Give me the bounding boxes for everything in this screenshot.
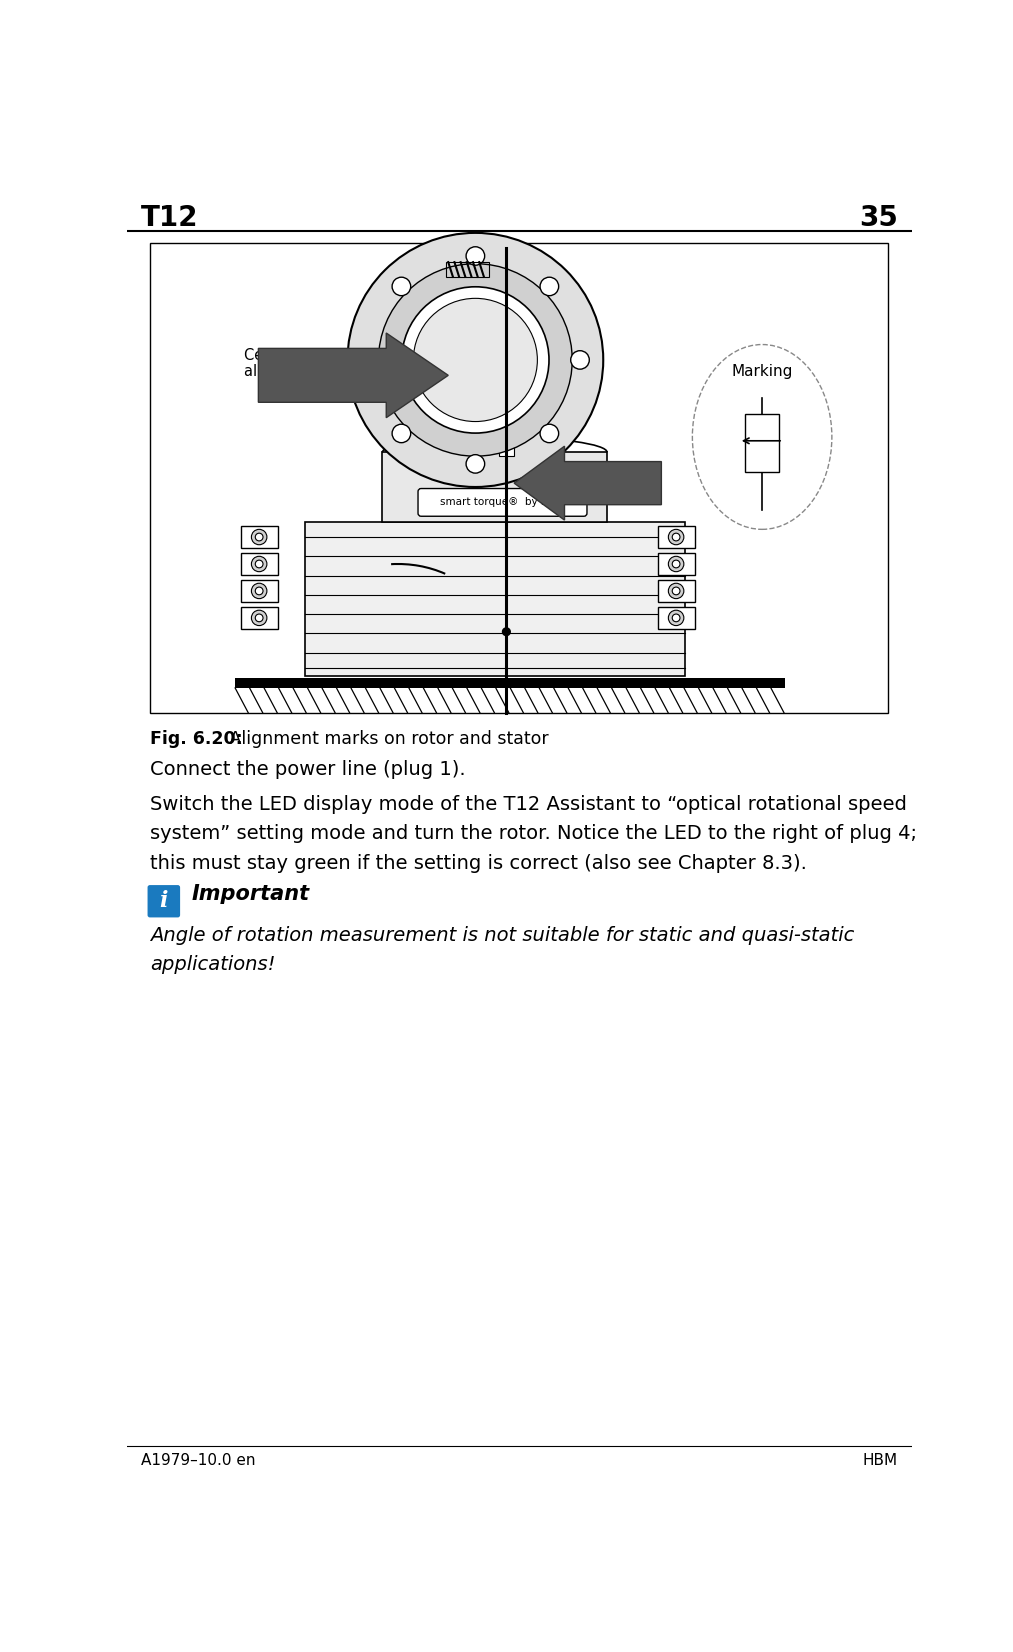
Circle shape (466, 246, 484, 266)
Text: Marking: Marking (731, 363, 793, 378)
Bar (240, 608, 278, 629)
Bar (446, 263, 488, 278)
Bar (382, 453, 607, 522)
Circle shape (540, 425, 558, 443)
Bar (657, 553, 695, 575)
Circle shape (673, 560, 680, 568)
Circle shape (379, 264, 572, 456)
Text: Switch the LED display mode of the T12 Assistant to “optical rotational speed: Switch the LED display mode of the T12 A… (150, 795, 907, 814)
Circle shape (669, 610, 684, 626)
Text: T12: T12 (141, 205, 199, 233)
Polygon shape (258, 334, 448, 418)
Bar (240, 553, 278, 575)
Text: this must stay green if the setting is correct (also see Chapter 8.3).: this must stay green if the setting is c… (150, 854, 806, 872)
Circle shape (502, 628, 511, 636)
Bar (657, 580, 695, 601)
Text: aligning the rotor: aligning the rotor (244, 363, 372, 378)
Circle shape (251, 529, 266, 545)
Bar (657, 527, 695, 548)
Circle shape (255, 615, 263, 621)
Circle shape (466, 454, 484, 472)
Text: HBM: HBM (863, 1454, 898, 1469)
Circle shape (392, 278, 410, 296)
Circle shape (669, 529, 684, 545)
Text: 35: 35 (859, 205, 898, 233)
Bar (657, 608, 695, 629)
Text: system” setting mode and turn the rotor. Notice the LED to the right of plug 4;: system” setting mode and turn the rotor.… (150, 824, 917, 843)
Text: i: i (160, 890, 168, 912)
Bar (305, 522, 685, 676)
FancyBboxPatch shape (148, 885, 180, 917)
Ellipse shape (692, 345, 832, 529)
Circle shape (669, 557, 684, 572)
Circle shape (402, 287, 549, 433)
Circle shape (255, 560, 263, 568)
Text: Centering point for: Centering point for (244, 349, 384, 363)
Bar (498, 438, 515, 456)
Polygon shape (515, 446, 661, 520)
Circle shape (540, 278, 558, 296)
Circle shape (673, 615, 680, 621)
Text: Important: Important (191, 884, 310, 904)
Text: Angle of rotation measurement is not suitable for static and quasi-static: Angle of rotation measurement is not sui… (150, 925, 854, 945)
Circle shape (251, 583, 266, 598)
FancyBboxPatch shape (418, 489, 587, 515)
Circle shape (362, 350, 380, 368)
Circle shape (669, 583, 684, 598)
Text: Alignment marks on rotor and stator: Alignment marks on rotor and stator (224, 730, 548, 748)
Bar (235, 677, 785, 687)
Text: Connect the power line (plug 1).: Connect the power line (plug 1). (150, 760, 466, 780)
Text: A1979–10.0 en: A1979–10.0 en (141, 1454, 255, 1469)
Circle shape (347, 233, 604, 487)
Circle shape (251, 610, 266, 626)
Circle shape (570, 350, 590, 368)
Circle shape (673, 534, 680, 540)
Circle shape (673, 586, 680, 595)
Text: smart torque®  by HBM: smart torque® by HBM (441, 497, 565, 507)
Circle shape (392, 425, 410, 443)
Circle shape (413, 299, 537, 421)
Bar (240, 527, 278, 548)
Circle shape (255, 534, 263, 540)
Bar (746, 415, 779, 471)
Bar (240, 580, 278, 601)
Circle shape (251, 557, 266, 572)
Text: Fig. 6.20:: Fig. 6.20: (150, 730, 243, 748)
Text: applications!: applications! (150, 955, 276, 975)
Circle shape (255, 586, 263, 595)
Bar (150, 243, 888, 712)
